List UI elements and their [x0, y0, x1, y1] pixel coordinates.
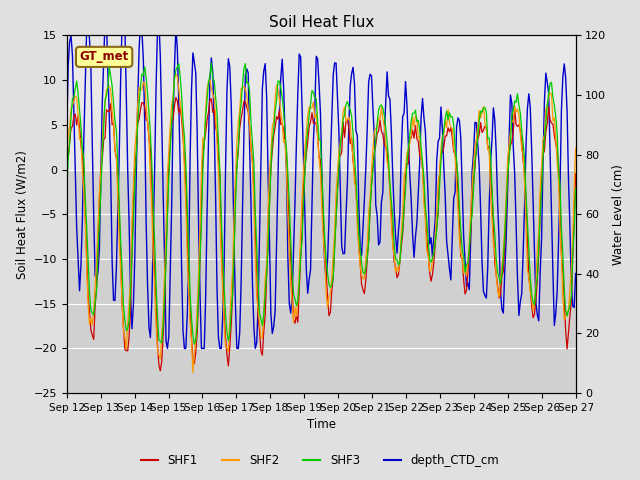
SHF1 [234, 148, 242, 154]
SHF3 [234, 144, 242, 150]
X-axis label: Time: Time [307, 419, 336, 432]
depth_CTD_cm [164, 346, 172, 351]
SHF3 [243, 80, 251, 86]
Y-axis label: Water Level (cm): Water Level (cm) [612, 164, 625, 264]
SHF1 [125, 334, 133, 339]
SHF1 [172, 95, 180, 100]
depth_CTD_cm [243, 66, 251, 72]
SHF3 [288, 271, 296, 277]
SHF2 [172, 72, 180, 77]
Line: SHF2: SHF2 [67, 74, 575, 372]
SHF1 [547, 117, 554, 123]
SHF2 [125, 299, 133, 304]
SHF3 [191, 341, 198, 347]
depth_CTD_cm [234, 346, 242, 351]
SHF2 [189, 370, 196, 375]
SHF3 [207, 60, 215, 66]
SHF2 [234, 119, 242, 124]
depth_CTD_cm [63, 128, 70, 133]
Legend: SHF1, SHF2, SHF3, depth_CTD_cm: SHF1, SHF2, SHF3, depth_CTD_cm [136, 449, 504, 472]
depth_CTD_cm [84, 18, 92, 24]
SHF2 [572, 145, 579, 151]
SHF3 [572, 186, 579, 192]
depth_CTD_cm [288, 294, 296, 300]
SHF2 [547, 90, 554, 96]
SHF1 [63, 157, 70, 163]
SHF3 [125, 318, 133, 324]
depth_CTD_cm [218, 346, 225, 351]
Line: SHF3: SHF3 [67, 63, 575, 344]
Line: depth_CTD_cm: depth_CTD_cm [67, 21, 575, 348]
SHF1 [572, 171, 579, 177]
SHF1 [288, 286, 296, 292]
Title: Soil Heat Flux: Soil Heat Flux [269, 15, 374, 30]
SHF3 [218, 214, 225, 219]
depth_CTD_cm [572, 271, 579, 276]
SHF1 [157, 368, 164, 374]
SHF2 [63, 152, 70, 158]
SHF1 [218, 234, 225, 240]
Bar [67, 36, 575, 169]
SHF2 [218, 253, 225, 259]
Text: GT_met: GT_met [79, 50, 129, 63]
SHF3 [547, 81, 554, 86]
Line: SHF1: SHF1 [67, 97, 575, 371]
SHF2 [288, 299, 296, 305]
depth_CTD_cm [547, 152, 554, 158]
depth_CTD_cm [127, 295, 134, 300]
Y-axis label: Soil Heat Flux (W/m2): Soil Heat Flux (W/m2) [15, 150, 28, 279]
SHF1 [243, 104, 251, 110]
SHF3 [63, 188, 70, 194]
SHF2 [243, 92, 251, 97]
